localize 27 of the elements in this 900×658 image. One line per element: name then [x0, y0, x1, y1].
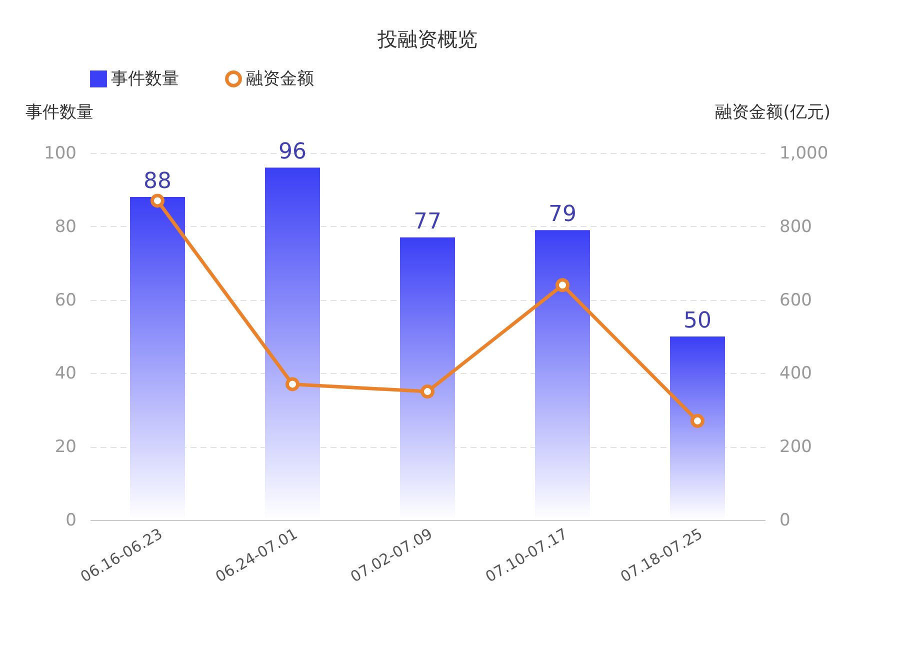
y2-tick-label: 1,000 [780, 144, 828, 164]
y-tick-label: 60 [54, 290, 76, 310]
data-label: 50 [684, 308, 712, 334]
chart-title: 投融资概览 [376, 27, 478, 51]
point [690, 414, 704, 428]
data-label: 79 [548, 202, 576, 228]
legend-label: 事件数量 [111, 68, 179, 89]
y2-tick-label: 600 [780, 290, 812, 310]
data-label: 96 [278, 140, 306, 165]
data-label: 88 [144, 169, 172, 194]
point [286, 377, 300, 392]
y-tick-label: 100 [44, 144, 76, 164]
point [420, 384, 434, 399]
y-axis-title: 事件数量 [26, 102, 94, 122]
data-label: 77 [414, 209, 442, 234]
y2-axis-title: 融资金额(亿元) [715, 102, 830, 122]
y2-tick-label: 0 [780, 510, 790, 530]
legend-label: 融资金额 [246, 68, 314, 89]
y-tick-label: 20 [54, 437, 76, 458]
y2-tick-label: 400 [780, 364, 812, 384]
y2-tick-label: 200 [780, 437, 812, 458]
y2-tick-label: 800 [780, 216, 812, 237]
y-tick-label: 0 [66, 510, 76, 530]
point [556, 278, 570, 292]
y-tick-label: 40 [54, 364, 76, 384]
point [150, 194, 164, 208]
y-tick-label: 80 [54, 216, 76, 237]
